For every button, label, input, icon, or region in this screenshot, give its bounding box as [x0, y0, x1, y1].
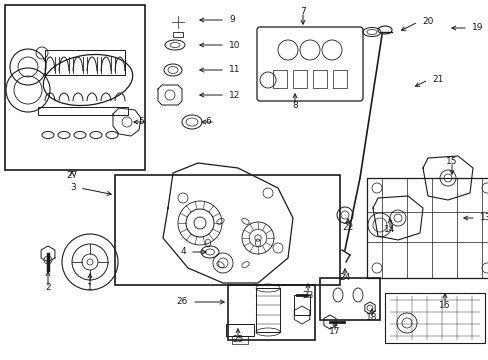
Text: 19: 19 [471, 23, 483, 32]
Text: 17: 17 [328, 328, 340, 337]
Bar [384, 293, 484, 343]
Text: 16: 16 [438, 301, 450, 310]
Text: 24: 24 [339, 274, 350, 283]
Text: 4: 4 [180, 248, 185, 256]
Bar [332, 70, 346, 88]
Text: 18: 18 [366, 314, 377, 323]
Text: 13: 13 [479, 213, 488, 222]
Text: 11: 11 [228, 66, 240, 75]
Text: 23: 23 [302, 291, 313, 300]
Text: 8: 8 [291, 100, 297, 109]
Bar [319, 278, 379, 320]
Bar [272, 70, 286, 88]
Text: 14: 14 [384, 225, 395, 234]
Text: 10: 10 [228, 40, 240, 49]
Text: 6: 6 [205, 117, 210, 126]
Text: 2: 2 [45, 284, 51, 292]
Bar [5, 5, 145, 170]
Text: 9: 9 [228, 15, 234, 24]
Text: 21: 21 [431, 76, 443, 85]
Bar [227, 285, 314, 340]
Text: 7: 7 [300, 8, 305, 17]
Bar [366, 178, 488, 278]
Text: 20: 20 [421, 18, 432, 27]
Bar [292, 70, 306, 88]
Text: 26: 26 [176, 297, 187, 306]
Text: 5: 5 [138, 117, 143, 126]
Text: 12: 12 [228, 90, 240, 99]
Bar [256, 288, 280, 332]
Bar [225, 324, 253, 336]
Bar [293, 295, 309, 315]
Text: 27: 27 [66, 171, 78, 180]
Text: 1: 1 [87, 284, 93, 292]
Bar [45, 50, 125, 75]
Bar [173, 32, 183, 37]
Bar [115, 175, 339, 285]
Text: 15: 15 [446, 158, 457, 166]
Text: 22: 22 [342, 224, 353, 233]
Bar [231, 336, 247, 344]
Bar [38, 107, 128, 115]
Text: 25: 25 [232, 336, 243, 345]
Bar [312, 70, 326, 88]
Text: 3: 3 [70, 184, 76, 193]
